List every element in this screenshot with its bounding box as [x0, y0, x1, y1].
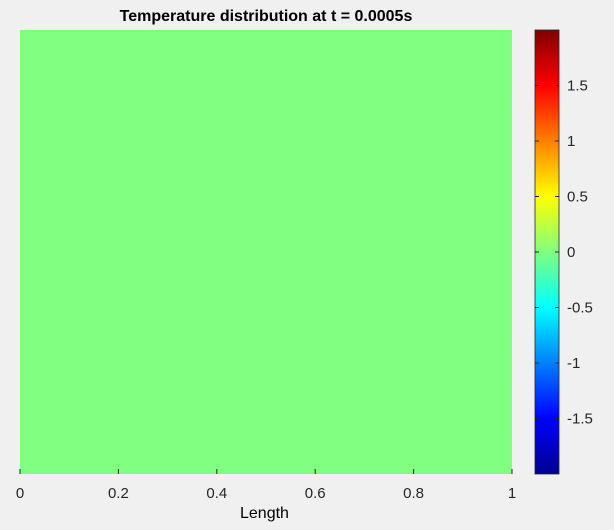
x-tick-label: 0.8: [403, 485, 424, 502]
colorbar-ticks: 1.5 1 0.5 0 -0.5 -1 -1.5: [535, 78, 593, 428]
x-tick-label: 0.6: [305, 485, 326, 502]
x-axis: 0 0.2 0.4 0.6 0.8 1: [16, 469, 516, 502]
colorbar-tick-label: -1.5: [567, 411, 593, 428]
x-tick-label: 0.2: [108, 485, 129, 502]
colorbar-tick-label: 0: [567, 244, 575, 261]
x-tick-label: 1: [508, 485, 516, 502]
x-tick-label: 0.4: [206, 485, 227, 502]
colorbar-tick-label: -1: [567, 355, 580, 372]
x-tick-label: 0: [16, 485, 24, 502]
chart-title: Temperature distribution at t = 0.0005s: [119, 8, 413, 25]
colorbar-tick-label: 1.5: [567, 78, 588, 95]
x-axis-label: Length: [240, 505, 289, 522]
colorbar-tick-label: 1: [567, 133, 575, 150]
heatmap-cell: [20, 30, 512, 474]
colorbar-tick-label: -0.5: [567, 300, 593, 317]
colorbar-tick-label: 0.5: [567, 189, 588, 206]
